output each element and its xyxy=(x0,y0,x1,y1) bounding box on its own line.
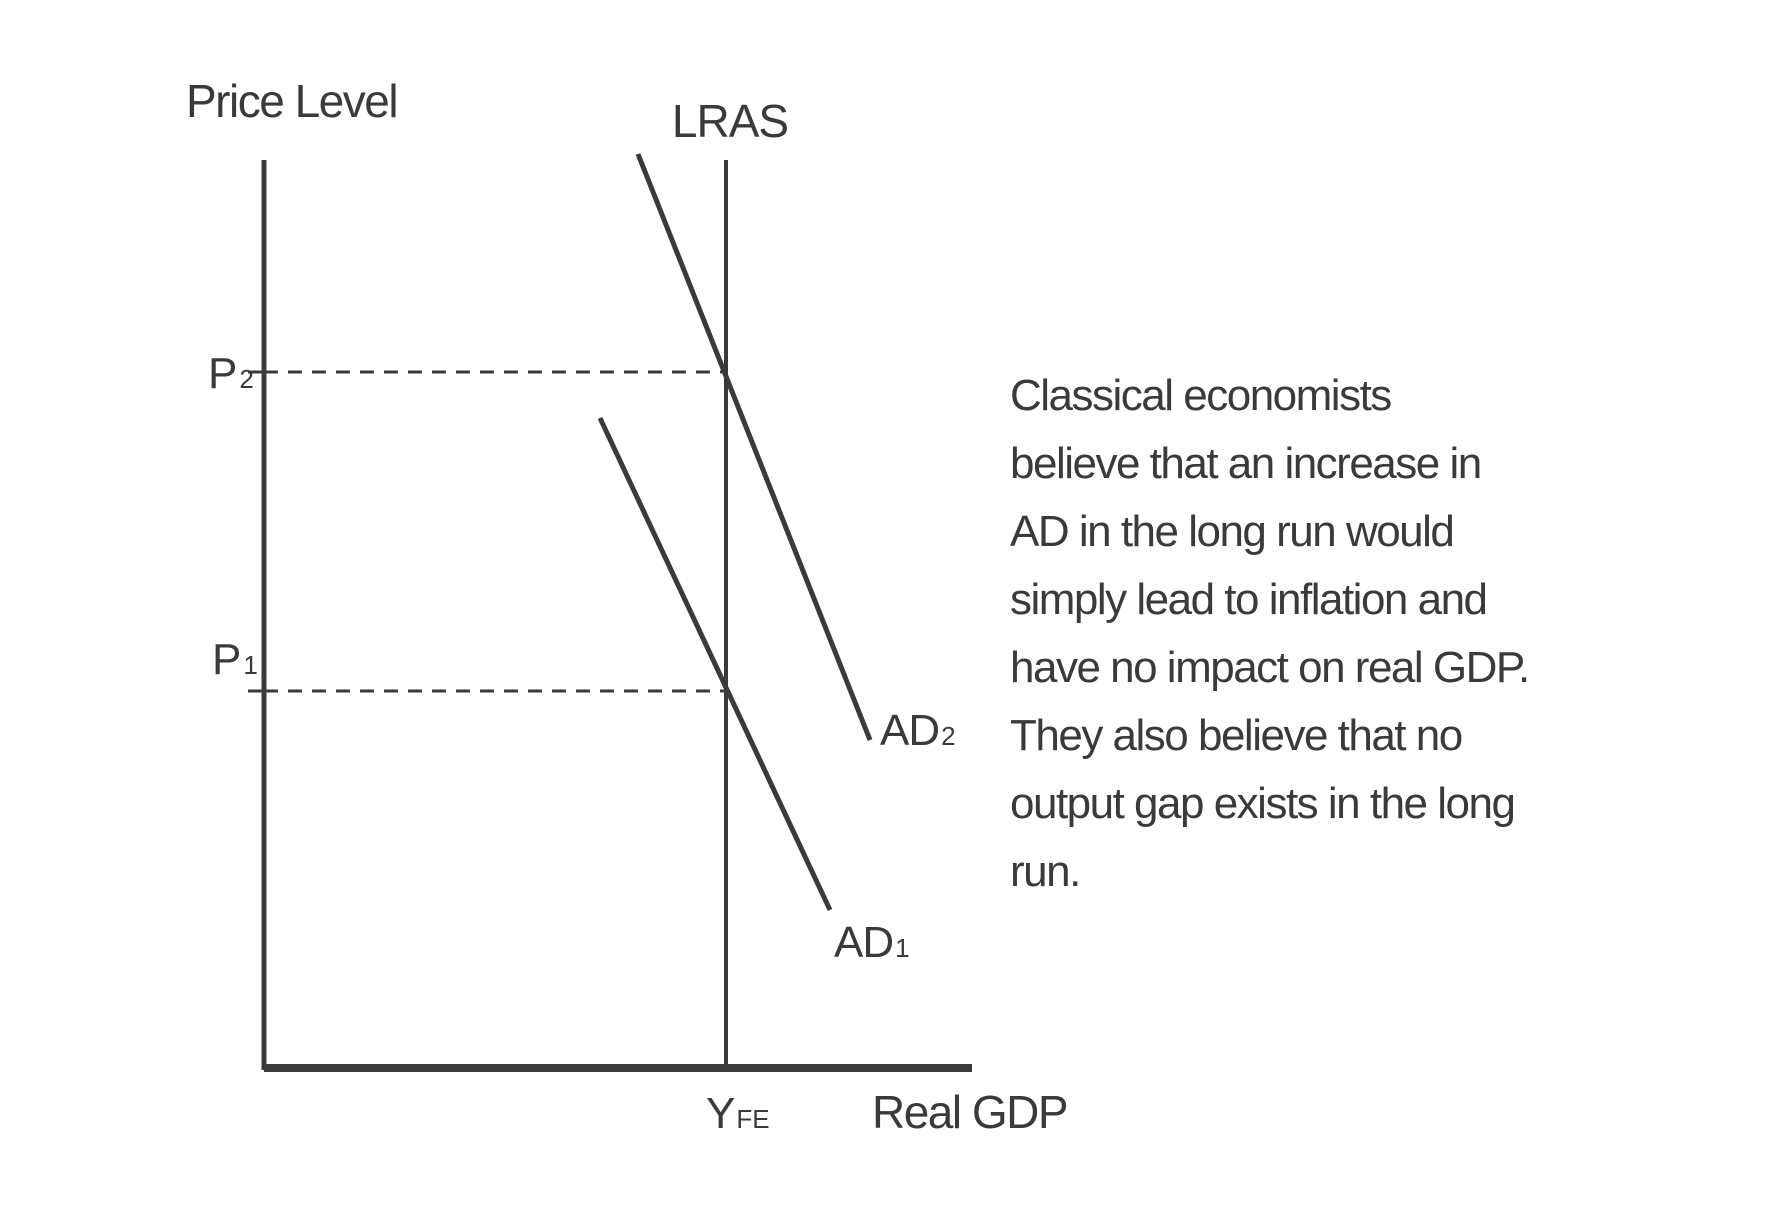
yfe-label: YFE xyxy=(706,1089,770,1138)
p2-label-sub: 2 xyxy=(239,364,253,394)
p2-label-main: P xyxy=(208,349,237,398)
yfe-label-sub: FE xyxy=(736,1104,769,1134)
ad2-label-sub: 2 xyxy=(941,721,955,751)
ad1-label-sub: 1 xyxy=(895,933,909,963)
explanation-text: Classical economists believe that an inc… xyxy=(1010,371,1530,896)
p1-label-sub: 1 xyxy=(243,650,257,680)
lras-label: LRAS xyxy=(672,95,788,147)
ad2-label-main: AD xyxy=(880,706,939,755)
y-axis-label: Price Level xyxy=(186,75,397,127)
p2-label: P2 xyxy=(208,349,254,398)
ad1-curve xyxy=(597,416,833,912)
ad2-curve xyxy=(635,153,873,741)
ad1-label: AD1 xyxy=(834,918,909,967)
p1-label-main: P xyxy=(212,635,241,684)
ad2-label: AD2 xyxy=(880,706,955,755)
p1-label: P1 xyxy=(212,635,258,684)
ad1-label-main: AD xyxy=(834,918,893,967)
x-axis-label: Real GDP xyxy=(872,1086,1067,1138)
yfe-label-main: Y xyxy=(706,1089,735,1138)
